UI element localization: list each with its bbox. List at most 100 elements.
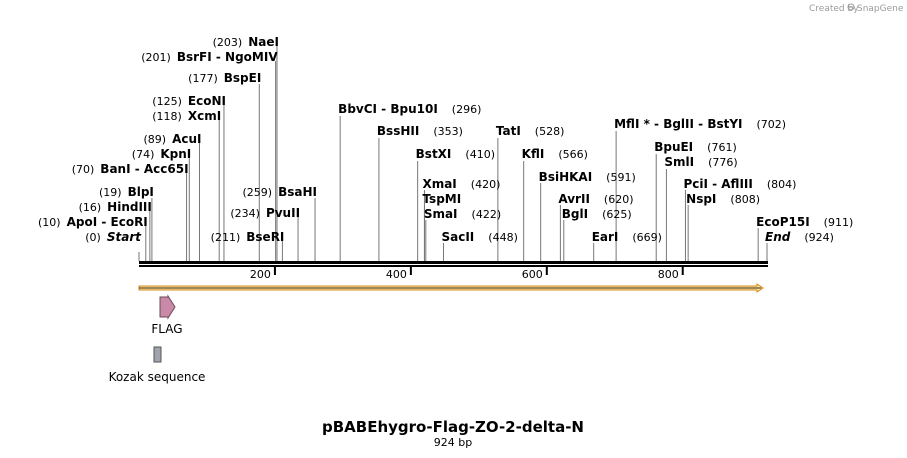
site-label-xmai[interactable]: XmaI (420) [422,177,500,191]
site-position: (808) [730,193,760,206]
site-label-apoi[interactable]: (10) ApoI - EcoRI [38,215,148,229]
site-position: (448) [488,231,518,244]
site-name: EarI [592,230,619,244]
site-label-kpni[interactable]: (74) KpnI [132,147,192,161]
site-label-tati[interactable]: TatI (528) [496,124,565,138]
site-label-acui[interactable]: (89) AcuI [143,132,201,146]
site-label-bsshii[interactable]: BssHII (353) [377,124,463,138]
site-name: SacII [441,230,474,244]
site-label-bseri[interactable]: (211) BseRI [211,230,285,244]
site-name: BssHII [377,124,419,138]
site-name: BsrFI - NgoMIV [177,50,278,64]
site-leaders [138,46,768,261]
site-name: MflI * - BglII - BstYI [614,117,742,131]
site-label-bspei[interactable]: (177) BspEI [188,71,261,85]
site-name: ApoI - EcoRI [67,215,148,229]
site-label-econi[interactable]: (125) EcoNI [152,94,226,108]
watermark-prefix: Created by [809,4,859,14]
site-position: (420) [471,178,501,191]
site-name: EcoP15I [756,215,810,229]
site-name: HindIII [107,200,152,214]
site-label-end[interactable]: End (924) [765,230,834,244]
site-label-bpuei[interactable]: BpuEI (761) [654,140,737,154]
site-name: NaeI [248,35,279,49]
site-position: (16) [79,201,102,214]
site-name: BpuEI [654,140,693,154]
axis-ticks: 200 400 600 800 [250,267,684,281]
site-name: XcmI [188,109,221,123]
site-label-pcii[interactable]: PciI - AflIII (804) [683,177,796,191]
site-label-blpi[interactable]: (19) BlpI [99,185,154,199]
site-name: BseRI [246,230,284,244]
snapgene-logo-icon [847,3,855,11]
site-name: KflI [522,147,545,161]
site-label-bsahi[interactable]: (259) BsaHI [243,185,318,199]
axis-tick-label: 800 [658,268,679,281]
site-name: BstXI [416,147,452,161]
site-label-tspmi[interactable]: TspMI [422,192,461,206]
site-label-bbvci[interactable]: BbvCI - Bpu10I (296) [338,102,481,116]
site-name: TatI [496,124,521,138]
site-name: KpnI [160,147,191,161]
site-position: (804) [767,178,797,191]
site-name: AcuI [172,132,201,146]
site-label-nspi[interactable]: NspI (808) [686,192,760,206]
feature-flag-arrow[interactable] [159,294,176,320]
site-label-hindiii[interactable]: (16) HindIII [79,200,152,214]
axis-tick-label: 400 [386,268,407,281]
axis-tick [409,267,412,275]
site-label-ecop15i[interactable]: EcoP15I (911) [756,215,853,229]
site-position: (422) [472,208,502,221]
site-name: SmaI [424,207,458,221]
site-position: (924) [804,231,834,244]
site-position: (118) [152,110,182,123]
site-position: (259) [243,186,273,199]
site-name: End [765,230,791,244]
site-label-sacii[interactable]: SacII (448) [441,230,517,244]
site-label-start[interactable]: (0) Start [85,230,142,244]
site-name: EcoNI [188,94,226,108]
feature-kozak-box[interactable] [153,346,162,363]
site-label-kfli[interactable]: KflI (566) [522,147,588,161]
site-position: (669) [632,231,662,244]
site-label-avrii[interactable]: AvrII (620) [558,192,633,206]
backbone-bottom-strand [139,265,768,267]
site-position: (70) [72,163,95,176]
axis-tick-label: 200 [250,268,271,281]
site-name: PvuII [266,206,300,220]
site-label-bstxi[interactable]: BstXI (410) [416,147,495,161]
site-name: BanI - Acc65I [100,162,188,176]
site-position: (0) [85,231,101,244]
site-label-smli[interactable]: SmlI (776) [664,155,737,169]
site-label-pvuii[interactable]: (234) PvuII [230,206,300,220]
watermark-brand: SnapGene [857,4,904,14]
site-label-bgli[interactable]: BglI (625) [562,207,632,221]
site-label-naei[interactable]: (203) NaeI [213,35,279,49]
site-name: TspMI [422,192,461,206]
site-label-eari[interactable]: EarI (669) [592,230,662,244]
site-name: BlpI [128,185,154,199]
site-position: (10) [38,216,61,229]
feature-kozak-label: Kozak sequence [109,370,206,384]
site-label-xcmi[interactable]: (118) XcmI [152,109,221,123]
axis-tick [681,267,684,275]
site-label-bsihkai[interactable]: BsiHKAI (591) [539,170,636,184]
map-length: 924 bp [434,436,472,449]
site-name: Start [107,230,142,244]
site-label-smai[interactable]: SmaI (422) [424,207,501,221]
site-name: BbvCI - Bpu10I [338,102,438,116]
site-name: BsaHI [278,185,317,199]
site-position: (177) [188,72,218,85]
site-label-mfli[interactable]: MflI * - BglII - BstYI (702) [614,117,786,131]
site-labels: (0) Start (10) ApoI - EcoRI(16) HindIII(19) B… [38,35,853,244]
site-position: (566) [558,148,588,161]
site-position: (353) [433,125,463,138]
site-position: (203) [213,36,243,49]
site-position: (201) [141,51,171,64]
site-name: BglI [562,207,588,221]
map-title: pBABEhygro-Flag-ZO-2-delta-N [322,418,584,436]
site-position: (625) [602,208,632,221]
backbone-top-strand [139,261,768,264]
site-label-bsrfi[interactable]: (201) BsrFI - NgoMIV [141,50,278,64]
site-label-bani[interactable]: (70) BanI - Acc65I [72,162,189,176]
